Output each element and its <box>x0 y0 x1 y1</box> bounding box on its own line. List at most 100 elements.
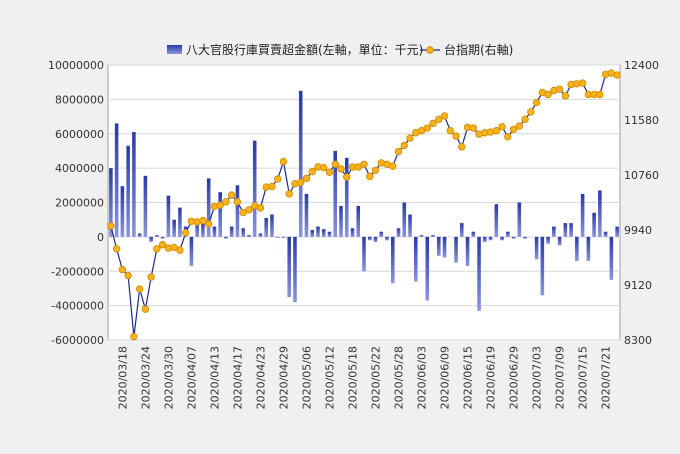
bar <box>298 90 303 237</box>
bar <box>598 190 602 237</box>
line-point <box>578 79 587 87</box>
bar <box>356 205 361 237</box>
bar <box>488 236 493 241</box>
left-tick-label: 6000000 <box>55 128 104 141</box>
x-tick-label: 2020/04/13 <box>208 346 221 409</box>
right-tick-label: 8300 <box>624 334 652 347</box>
line-point <box>199 216 207 225</box>
line-point <box>107 222 115 230</box>
bar <box>494 204 499 237</box>
line-point <box>343 173 351 181</box>
line-point <box>222 198 230 206</box>
legend: 八大官股行庫買賣超金額(左軸，單位：千元) 台指期(右軸) <box>167 42 513 57</box>
line-point <box>532 98 541 107</box>
line-point <box>504 133 512 141</box>
line-point <box>371 166 380 175</box>
line-point <box>147 273 155 281</box>
bar <box>569 223 573 237</box>
right-tick-label: 9120 <box>624 279 652 292</box>
x-tick-label: 2020/03/30 <box>162 346 175 409</box>
bar <box>367 236 372 241</box>
line-point <box>452 132 460 140</box>
line-point <box>141 305 150 313</box>
line-point <box>331 160 339 168</box>
bar <box>252 140 257 237</box>
x-tick-label: 2020/05/06 <box>300 346 313 409</box>
bar <box>132 132 136 237</box>
bar <box>316 226 320 237</box>
line-point <box>181 228 190 237</box>
line-point <box>204 220 213 228</box>
x-tick-label: 2020/06/29 <box>508 346 521 409</box>
line-point <box>279 157 288 166</box>
bar <box>166 195 171 237</box>
bar <box>126 145 130 237</box>
bar <box>609 236 614 280</box>
bar <box>143 175 148 237</box>
bar <box>563 223 568 237</box>
bar <box>465 236 470 267</box>
line-point <box>366 172 374 181</box>
line-point <box>469 124 478 132</box>
x-axis: 2020/03/18 2020/03/24 2020/03/30 2020/04/07… <box>116 346 612 409</box>
line-point <box>509 125 518 134</box>
right-tick-label: 12400 <box>624 59 659 72</box>
x-tick-label: 2020/06/19 <box>485 346 498 409</box>
bar <box>229 226 234 237</box>
x-tick-label: 2020/03/24 <box>139 346 152 409</box>
line-point <box>274 175 282 183</box>
bar <box>460 223 464 237</box>
line-point <box>492 127 501 135</box>
x-tick-label: 2020/06/09 <box>439 346 452 409</box>
bar <box>442 236 447 258</box>
bar <box>413 236 418 282</box>
bar <box>350 228 355 237</box>
x-tick-label: 2020/07/09 <box>554 346 567 409</box>
bar <box>321 229 326 237</box>
x-tick-label: 2020/06/03 <box>416 346 429 409</box>
bar <box>304 193 309 237</box>
x-tick-label: 2020/04/17 <box>231 346 244 409</box>
x-tick-label: 2020/04/07 <box>185 346 198 409</box>
line-point <box>561 92 570 100</box>
bar <box>241 228 245 237</box>
line-point <box>256 204 265 212</box>
bar <box>437 236 441 256</box>
bar <box>218 192 222 237</box>
bar <box>344 157 349 237</box>
bar <box>195 221 199 237</box>
line-point <box>555 85 564 93</box>
left-tick-label: 10000000 <box>48 59 104 72</box>
bar <box>511 236 516 239</box>
bar <box>373 236 378 243</box>
bar <box>615 226 619 237</box>
left-tick-label: 4000000 <box>55 162 104 175</box>
bar <box>540 236 545 296</box>
line-point <box>112 245 121 253</box>
bar <box>603 231 608 237</box>
right-tick-label: 11580 <box>624 114 659 127</box>
line-point <box>394 147 403 156</box>
bar <box>270 214 274 237</box>
bar <box>506 231 510 237</box>
line-point <box>130 332 138 341</box>
line-point <box>498 123 506 131</box>
left-y-axis: 10000000 8000000 6000000 4000000 2000000 0 -20… <box>48 59 104 347</box>
legend-line-marker <box>426 46 434 54</box>
bar <box>201 223 205 237</box>
bar <box>390 236 395 284</box>
line-point <box>268 182 276 191</box>
bar <box>517 202 522 237</box>
bar <box>172 219 176 237</box>
bar <box>189 236 194 267</box>
line-point <box>337 165 345 173</box>
bar <box>379 231 384 237</box>
bar-series <box>109 90 619 311</box>
bar <box>546 236 550 244</box>
bar <box>592 212 596 237</box>
left-tick-label: -6000000 <box>51 334 104 347</box>
right-tick-label: 9940 <box>624 224 652 237</box>
left-tick-label: -2000000 <box>51 265 104 278</box>
line-point <box>446 127 454 135</box>
